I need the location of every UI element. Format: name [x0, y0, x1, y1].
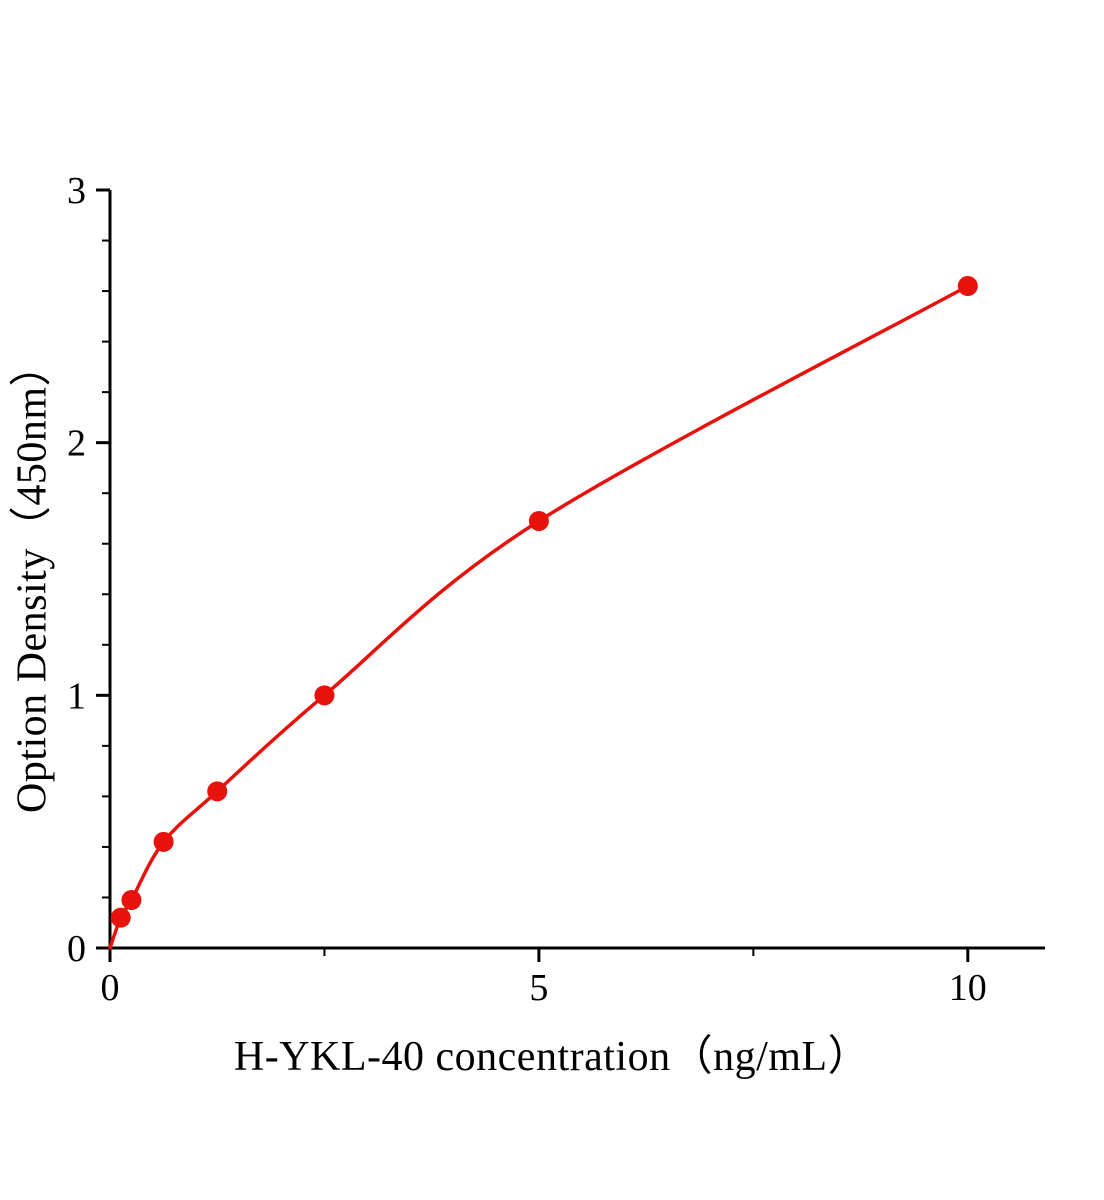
fit-curve	[108, 284, 970, 950]
y-axis-title: Option Density（450nm）	[9, 344, 56, 813]
x-axis-title: H-YKL-40 concentration（ng/mL）	[233, 1034, 871, 1080]
data-point	[957, 276, 978, 297]
data-point	[207, 781, 228, 802]
y-tick-label: 2	[67, 423, 86, 465]
data-point	[110, 907, 131, 928]
x-tick-label: 10	[949, 967, 987, 1009]
data-point	[121, 889, 142, 910]
data-point	[528, 510, 549, 531]
y-tick-label: 0	[67, 928, 86, 970]
x-tick-label: 0	[101, 967, 120, 1009]
data-point	[153, 831, 174, 852]
y-tick-label: 3	[67, 170, 86, 212]
y-tick-label: 1	[67, 675, 86, 717]
x-tick-label: 5	[529, 967, 548, 1009]
data-point	[314, 685, 335, 706]
